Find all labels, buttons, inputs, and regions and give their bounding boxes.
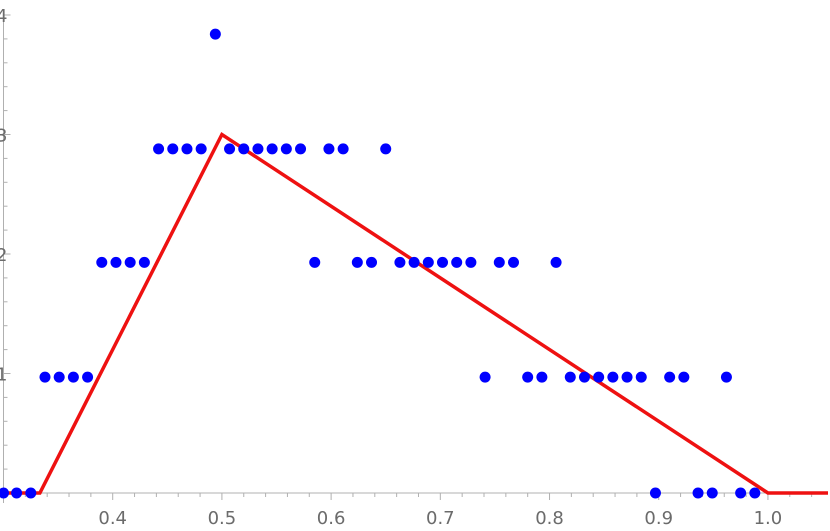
data-point	[522, 371, 534, 383]
data-point	[607, 371, 619, 383]
data-point	[664, 371, 676, 383]
data-point	[110, 256, 122, 268]
y-tick-label: 2	[0, 245, 7, 266]
data-point	[408, 256, 420, 268]
data-point	[507, 256, 519, 268]
data-point	[323, 143, 335, 155]
x-tick-label: 0.7	[426, 508, 455, 529]
data-point	[280, 143, 292, 155]
data-point	[53, 371, 65, 383]
data-point	[536, 371, 548, 383]
data-point	[138, 256, 150, 268]
data-point	[380, 143, 392, 155]
data-point	[295, 143, 307, 155]
data-point	[649, 487, 661, 499]
data-point	[550, 256, 562, 268]
data-point	[82, 371, 94, 383]
x-tick-label: 0.5	[208, 508, 237, 529]
data-point	[678, 371, 690, 383]
data-point	[451, 256, 463, 268]
data-point	[621, 371, 633, 383]
data-point	[635, 371, 647, 383]
data-point	[153, 143, 165, 155]
data-point	[25, 487, 37, 499]
data-point	[479, 371, 491, 383]
x-tick-label: 0.4	[98, 508, 127, 529]
data-points-layer	[0, 28, 761, 499]
data-point	[720, 371, 732, 383]
axes: 0.4 0.5 0.6 0.7 0.8 0.9 1.0 1 2 3 4	[0, 6, 828, 529]
data-point	[422, 256, 434, 268]
data-point	[252, 143, 264, 155]
reference-line	[3, 131, 828, 495]
data-point	[124, 256, 136, 268]
x-tick-label: 0.8	[535, 508, 564, 529]
y-tick-label: 3	[0, 126, 7, 147]
data-point	[366, 256, 378, 268]
data-point	[394, 256, 406, 268]
data-point	[564, 371, 576, 383]
x-tick-label: 1.0	[754, 508, 783, 529]
data-point	[195, 143, 207, 155]
x-tick-label: 0.6	[317, 508, 346, 529]
data-point	[39, 371, 51, 383]
y-tick-label: 1	[0, 365, 7, 386]
data-point	[224, 143, 236, 155]
data-point	[692, 487, 704, 499]
data-point	[337, 143, 349, 155]
data-point	[167, 143, 179, 155]
data-point	[67, 371, 79, 383]
data-point	[238, 143, 250, 155]
data-point	[465, 256, 477, 268]
reference-line-layer	[3, 131, 828, 495]
data-point	[437, 256, 449, 268]
data-point	[181, 143, 193, 155]
data-point	[309, 256, 321, 268]
data-point	[749, 487, 761, 499]
data-point	[0, 487, 9, 499]
y-tick-label: 4	[0, 6, 7, 27]
data-point	[96, 256, 108, 268]
data-point	[11, 487, 23, 499]
data-point	[593, 371, 605, 383]
data-point	[266, 143, 278, 155]
x-tick-label: 0.9	[644, 508, 673, 529]
data-point	[578, 371, 590, 383]
data-point	[493, 256, 505, 268]
data-point	[351, 256, 363, 268]
data-point	[735, 487, 747, 499]
data-point	[706, 487, 718, 499]
data-point	[209, 28, 221, 40]
